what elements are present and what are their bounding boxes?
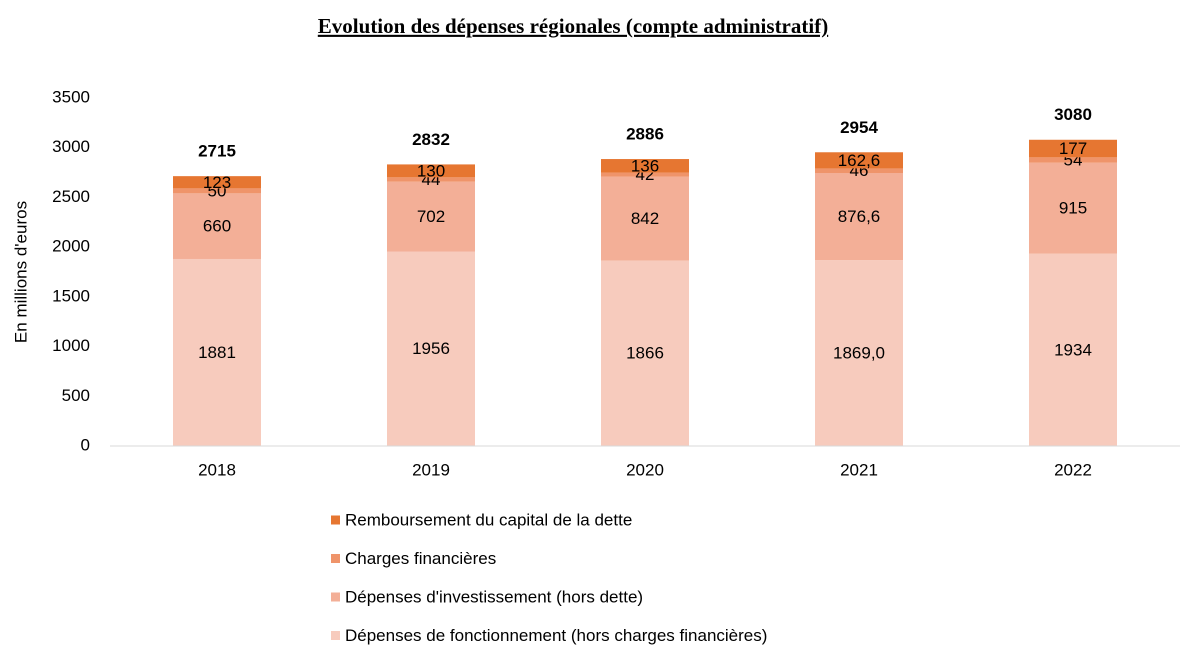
bar-segment	[387, 251, 475, 446]
bar-segment	[601, 172, 689, 177]
y-tick-label: 2000	[52, 237, 90, 256]
data-label: 1866	[626, 344, 664, 363]
total-label: 2886	[626, 125, 664, 144]
y-tick-label: 0	[81, 435, 90, 454]
bar-segment	[173, 193, 261, 259]
legend-swatch	[331, 631, 340, 640]
data-label: 123	[203, 173, 231, 192]
chart-title: Evolution des dépenses régionales (compt…	[318, 14, 828, 38]
bar-segment	[173, 258, 261, 446]
y-axis-label: En millions d'euros	[11, 201, 30, 343]
data-label: 842	[631, 209, 659, 228]
x-tick-label: 2019	[412, 460, 450, 479]
data-label: 162,6	[838, 151, 881, 170]
legend-label: Dépenses d'investissement (hors dette)	[345, 587, 643, 606]
bar-segment	[387, 177, 475, 182]
legend-swatch	[331, 592, 340, 602]
bar-segment	[601, 159, 689, 173]
legend-swatch	[331, 554, 340, 563]
y-tick-label: 1500	[52, 286, 90, 305]
bar-segment	[815, 260, 903, 446]
bar-segment	[815, 173, 903, 261]
data-label: 1934	[1054, 340, 1092, 359]
data-label: 136	[631, 156, 659, 175]
bar-segment	[1029, 139, 1117, 158]
x-tick-label: 2021	[840, 460, 878, 479]
bar-segment	[1029, 253, 1117, 446]
y-tick-label: 3000	[52, 137, 90, 156]
total-label: 2954	[840, 118, 878, 137]
data-label: 1881	[198, 343, 236, 362]
data-label: 876,6	[838, 207, 881, 226]
data-label: 660	[203, 217, 231, 236]
y-tick-label: 3500	[52, 87, 90, 106]
bar-segment	[815, 152, 903, 169]
bar-segment	[173, 176, 261, 189]
x-tick-label: 2018	[198, 460, 236, 479]
bar-segment	[601, 176, 689, 261]
y-tick-label: 1000	[52, 336, 90, 355]
data-label: 177	[1059, 139, 1087, 158]
bar-segment	[387, 164, 475, 178]
data-label: 1869,0	[833, 344, 885, 363]
data-label: 1956	[412, 339, 450, 358]
legend-label: Dépenses de fonctionnement (hors charges…	[345, 626, 767, 645]
bar-segment	[1029, 162, 1117, 254]
total-label: 2715	[198, 142, 236, 161]
data-label: 702	[417, 207, 445, 226]
total-label: 3080	[1054, 105, 1092, 124]
legend-label: Charges financières	[345, 549, 496, 568]
x-tick-label: 2020	[626, 460, 664, 479]
x-tick-label: 2022	[1054, 460, 1092, 479]
bar-segment	[601, 260, 689, 446]
bar-segment	[173, 188, 261, 194]
bar-segment	[1029, 157, 1117, 163]
legend-label: Remboursement du capital de la dette	[345, 510, 632, 529]
total-label: 2832	[412, 130, 450, 149]
data-label: 915	[1059, 199, 1087, 218]
y-tick-label: 2500	[52, 187, 90, 206]
bar-segment	[815, 168, 903, 174]
y-tick-label: 500	[62, 386, 90, 405]
data-label: 130	[417, 161, 445, 180]
bar-segment	[387, 181, 475, 252]
legend-swatch	[331, 515, 340, 525]
